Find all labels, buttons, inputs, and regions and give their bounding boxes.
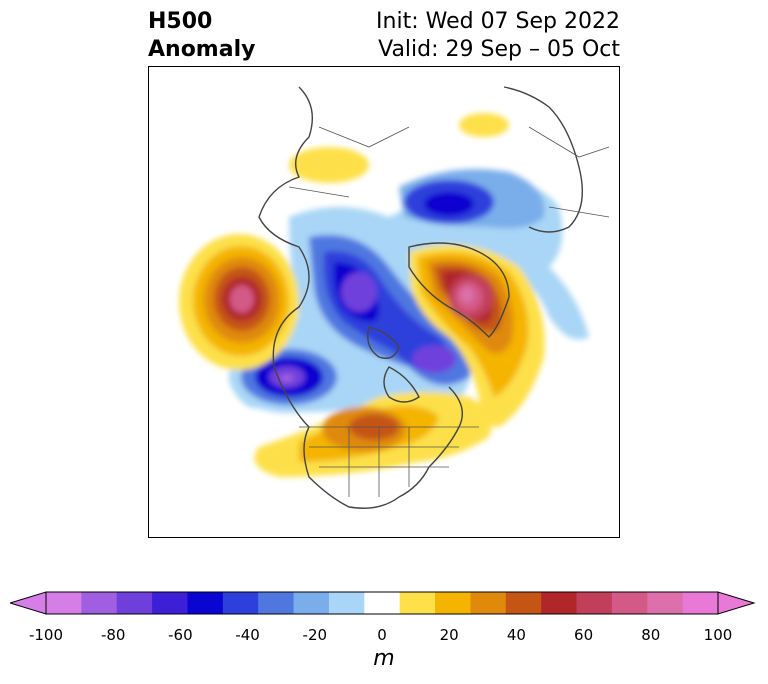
plot-title-right: Init: Wed 07 Sep 2022 Valid: 29 Sep – 05… (376, 8, 620, 64)
colorbar-segment (541, 592, 578, 614)
anomaly-shading (179, 113, 589, 477)
colorbar-segment (187, 592, 224, 614)
anomaly-map (179, 86, 610, 509)
colorbar-segment (364, 592, 401, 614)
colorbar-unit-label: m (373, 646, 395, 671)
init-time: Init: Wed 07 Sep 2022 (376, 9, 620, 34)
colorbar-segment (576, 592, 613, 614)
colorbar-tick-label: -80 (100, 626, 126, 644)
coastlines (258, 86, 584, 509)
colorbar-segment (293, 592, 330, 614)
colorbar-tick-label: 80 (641, 626, 661, 644)
colorbar-tick-labels: -100 -80 -60 -40 -20 0 20 40 60 80 100 (0, 626, 768, 646)
title-type: Anomaly (148, 37, 256, 62)
colorbar-segment (258, 592, 295, 614)
colorbar-tick-label: 40 (506, 626, 526, 644)
colorbar-tick-label: 20 (439, 626, 459, 644)
colorbar-segment (470, 592, 507, 614)
colorbar-tick-label: 60 (574, 626, 594, 644)
colorbar-segment (435, 592, 471, 614)
political-borders (288, 126, 610, 497)
colorbar-tick-label: -20 (302, 626, 328, 644)
colorbar-segment (505, 592, 542, 614)
colorbar-segment (222, 592, 259, 614)
colorbar-segment (611, 592, 648, 614)
title-variable: H500 (148, 9, 213, 34)
colorbar-segment (152, 592, 188, 614)
colorbar-tick-label: -40 (235, 626, 260, 644)
colorbar-tick-label: 100 (703, 626, 733, 644)
colorbar-tick-label: -100 (28, 626, 64, 644)
colorbar-segment (116, 592, 153, 614)
colorbar-segments (46, 592, 719, 614)
colorbar-max-extend (717, 591, 756, 615)
colorbar-segment (328, 592, 365, 614)
colorbar (10, 591, 756, 615)
colorbar-segment (647, 592, 684, 614)
map-panel (148, 66, 620, 538)
colorbar-outline (45, 591, 719, 615)
colorbar-tick-label: 0 (377, 626, 387, 644)
colorbar-segment (81, 592, 118, 614)
plot-title-left: H500 Anomaly (148, 8, 255, 64)
colorbar-segment (682, 592, 719, 614)
valid-period: Valid: 29 Sep – 05 Oct (378, 37, 620, 62)
colorbar-tick-label: -60 (168, 626, 193, 644)
colorbar-segment (399, 592, 436, 614)
colorbar-min-extend (10, 591, 47, 615)
colorbar-segment (46, 592, 82, 614)
